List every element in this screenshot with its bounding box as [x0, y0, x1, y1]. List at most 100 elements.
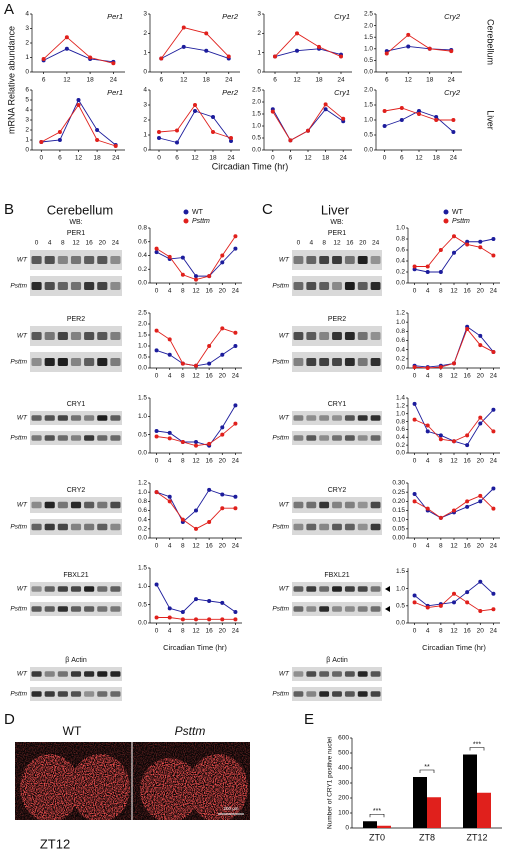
y-tick-label: 0.5 [396, 603, 405, 610]
data-point [154, 348, 159, 353]
data-point [64, 46, 69, 51]
blot-background [292, 602, 382, 616]
x-tick-label: 4 [426, 288, 430, 295]
lane-label: 12 [72, 240, 80, 247]
significance-bracket [419, 769, 435, 773]
data-point [154, 434, 159, 439]
y-tick-label: 0.8 [396, 236, 405, 243]
y-tick-label: 100 [338, 810, 349, 817]
lane-label: 16 [346, 240, 354, 247]
blot-band [110, 606, 121, 612]
data-point [57, 138, 62, 142]
y-tick-label: 0.4 [138, 516, 147, 523]
y-tick-label: 3 [25, 25, 29, 32]
y-tick-label: 2 [143, 30, 147, 37]
y-tick-label: 0.5 [252, 135, 261, 142]
blot-row-label: Psttm [10, 524, 27, 531]
data-point [211, 115, 215, 119]
lane-label: 20 [359, 240, 367, 247]
x-tick-label: 4 [426, 543, 430, 550]
x-tick-label: 8 [439, 458, 443, 465]
data-point [434, 118, 439, 122]
y-tick-label: 0.8 [396, 328, 405, 335]
y-tick-label: 0.5 [364, 132, 373, 139]
data-point [194, 617, 198, 622]
x-tick-label: 24 [448, 77, 456, 84]
blot-band [306, 671, 317, 677]
blot-band [357, 606, 368, 612]
data-point [167, 430, 172, 435]
panel-title: Cerebellum [47, 202, 113, 217]
y-tick-label: 200 [338, 795, 349, 802]
x-tick-label: 12 [192, 373, 200, 380]
data-point [491, 486, 496, 491]
y-tick-label: 0.6 [396, 426, 405, 433]
y-tick-label: 0.8 [138, 498, 147, 505]
x-tick-label: 0 [155, 288, 159, 295]
blot-band [97, 691, 108, 697]
x-tick-label: 8 [439, 628, 443, 635]
data-point [180, 272, 185, 277]
x-tick-label: 6 [400, 155, 404, 162]
blot-band [344, 523, 355, 531]
blot-row-label: Psttm [10, 691, 27, 698]
data-point [193, 109, 197, 113]
x-tick-label: 8 [181, 373, 185, 380]
blot-band [332, 415, 342, 421]
lane-label: 24 [372, 240, 380, 247]
x-tick-label: 18 [209, 155, 217, 162]
y-tick-label: 1 [143, 49, 147, 56]
y-tick-label: 2.5 [364, 11, 373, 18]
x-tick-label: 24 [337, 77, 345, 84]
data-point [465, 499, 470, 504]
blot-band [110, 691, 121, 697]
y-tick-label: 0.0 [138, 535, 147, 542]
data-point [194, 443, 198, 448]
data-point [491, 506, 496, 511]
series-line [274, 32, 342, 57]
blot-band [57, 691, 68, 697]
x-tick-label: 24 [490, 628, 498, 635]
blot-band [57, 501, 68, 509]
blot-band [70, 256, 82, 264]
legend-label: WT [192, 209, 204, 216]
data-point [180, 617, 185, 622]
blot-band [306, 282, 317, 290]
blot-band [110, 435, 121, 441]
blot-band [319, 501, 330, 509]
data-point [220, 492, 225, 497]
data-point [233, 494, 238, 499]
data-point [194, 597, 198, 602]
data-point [220, 432, 225, 437]
blot-band [84, 671, 95, 677]
lane-label: 0 [297, 240, 301, 247]
blot-band [332, 691, 342, 697]
x-tick-label: 0 [413, 458, 417, 465]
blot-band [357, 332, 368, 340]
blot-band [44, 691, 55, 697]
data-point [425, 264, 430, 269]
blot-band [306, 606, 317, 612]
data-point [406, 44, 411, 49]
series-line [43, 48, 114, 63]
y-tick-label: 0.6 [396, 247, 405, 254]
blot-band [97, 358, 108, 366]
y-tick-label: 0.2 [138, 266, 147, 273]
blot-band [370, 671, 381, 677]
data-point [220, 425, 225, 430]
y-tick-label: 5 [25, 97, 29, 104]
blot-band [319, 523, 330, 531]
data-point [465, 443, 470, 448]
data-point [181, 44, 186, 49]
data-point [154, 490, 159, 495]
blot-header: WB: [69, 219, 82, 226]
y-tick-label: 0.8 [138, 225, 147, 232]
series-line [414, 326, 494, 368]
blot-band [293, 691, 304, 697]
blot-row-label: WT [279, 257, 290, 264]
arrowhead [385, 606, 390, 612]
blot-band [31, 358, 42, 366]
blot-band [97, 435, 108, 441]
blot-band [293, 282, 304, 290]
data-point [465, 600, 470, 605]
